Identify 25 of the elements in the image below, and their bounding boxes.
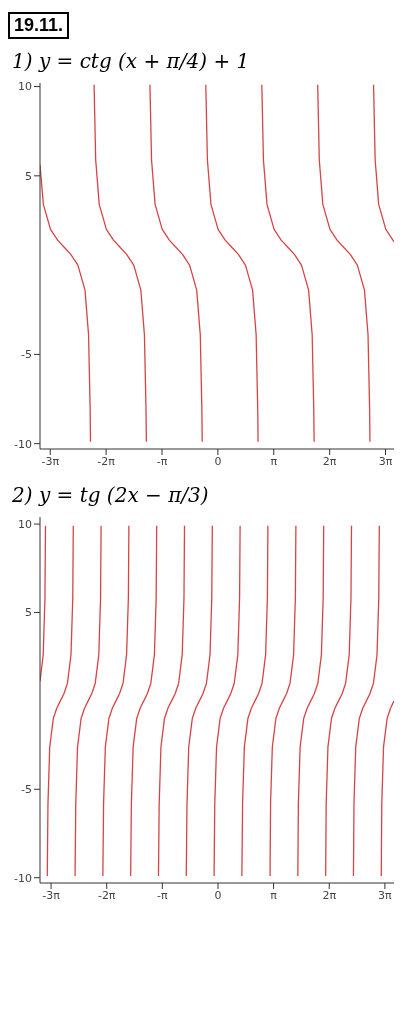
y-tick-label: 10 <box>18 517 32 531</box>
chart-title: 1) y = ctg (x + π/4) + 1 <box>12 49 251 73</box>
x-tick-label: 3π <box>378 888 393 902</box>
x-tick-label: π <box>270 888 278 902</box>
y-tick-label: 5 <box>25 169 32 183</box>
x-tick-label: -3π <box>42 888 61 902</box>
x-tick-label: 2π <box>322 888 337 902</box>
text: 19.11. <box>8 12 70 39</box>
x-tick-label: π <box>270 454 278 468</box>
x-tick-label: 0 <box>214 454 222 468</box>
chart-title: 2) y = tg (2x − π/3) <box>12 483 210 507</box>
y-tick-label: 5 <box>25 606 32 620</box>
x-tick-label: -2π <box>97 888 116 902</box>
y-tick-label: -10 <box>14 437 32 451</box>
x-tick-label: 3π <box>378 454 393 468</box>
x-tick-label: -2π <box>97 454 116 468</box>
x-tick-label: -π <box>156 454 168 468</box>
x-tick-label: -π <box>157 888 169 902</box>
y-tick-label: 10 <box>18 80 32 94</box>
x-tick-label: 2π <box>322 454 337 468</box>
y-tick-label: -10 <box>14 871 32 885</box>
x-tick-label: 0 <box>214 888 222 902</box>
y-tick-label: -5 <box>21 348 32 362</box>
x-tick-label: -3π <box>41 454 60 468</box>
y-tick-label: -5 <box>21 783 32 797</box>
